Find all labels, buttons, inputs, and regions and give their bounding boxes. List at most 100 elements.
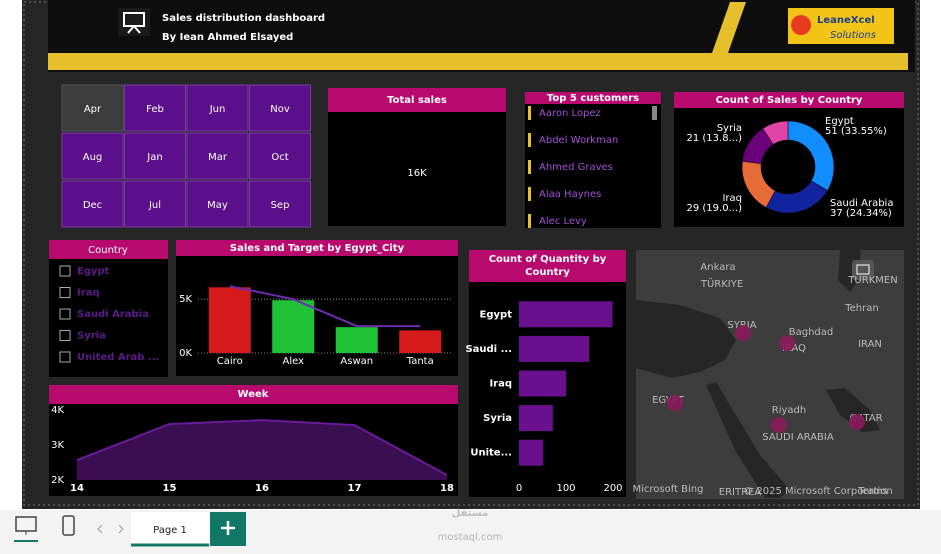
y-tick-label: 5K — [179, 294, 192, 305]
x-tick-label: 18 — [440, 483, 454, 494]
donut-value-label: 51 (33.55%) — [825, 126, 887, 137]
month-label: Oct — [271, 152, 288, 163]
donut-category: Syria — [717, 123, 742, 134]
hbar-header — [469, 250, 626, 282]
month-label: Nov — [270, 104, 290, 115]
customer-marker — [528, 214, 531, 228]
donut-value-label: 29 (19.0...) — [686, 203, 742, 214]
bar — [519, 301, 613, 328]
map-label: IRAQ — [782, 343, 806, 354]
customer-name[interactable]: Ahmed Graves — [539, 162, 613, 173]
month-button[interactable] — [61, 84, 124, 132]
map-water — [706, 382, 790, 498]
month-button[interactable] — [61, 132, 124, 180]
bar — [399, 330, 442, 353]
header-title: Sales distribution dashboard — [162, 13, 325, 24]
page-tab[interactable] — [131, 512, 209, 546]
donut-category: Iraq — [722, 193, 742, 204]
y-tick-label: Egypt — [480, 309, 513, 320]
x-tick-label: Cairo — [217, 356, 243, 367]
map-water — [826, 388, 880, 432]
next-page[interactable] — [118, 524, 124, 534]
map-label: Terms — [857, 486, 887, 497]
bar — [335, 327, 378, 353]
donut-category: Egypt — [825, 116, 854, 127]
slicer-title: Country — [88, 245, 128, 256]
donut-category: Saudi Arabia — [830, 198, 893, 209]
month-button[interactable] — [124, 180, 186, 228]
x-tick-label: 200 — [603, 483, 622, 494]
customer-name[interactable]: Alec Levy — [539, 216, 587, 227]
y-tick-label: Iraq — [489, 379, 512, 390]
map-label: QATAR — [849, 413, 882, 424]
customer-name[interactable]: Aaron Lopez — [539, 108, 601, 119]
month-button[interactable] — [249, 180, 311, 228]
customer-marker — [528, 106, 531, 120]
customers-header — [525, 92, 661, 104]
slicer-header — [49, 240, 168, 259]
map-bubble — [667, 395, 683, 411]
checkbox[interactable] — [59, 287, 71, 298]
bar — [272, 300, 315, 353]
y-tick-label: Syria — [483, 413, 512, 424]
prev-page[interactable] — [97, 524, 103, 534]
map-bubble — [779, 335, 795, 351]
month-button[interactable] — [186, 132, 249, 180]
customer-name[interactable]: Abdel Workman — [539, 135, 618, 146]
combo-header — [176, 240, 458, 256]
header-icon-leg — [127, 25, 135, 34]
month-label: Aug — [83, 152, 103, 163]
bar — [519, 335, 590, 362]
month-label: Sep — [271, 200, 290, 211]
country-option[interactable]: Syria — [77, 331, 106, 342]
y-tick-label: Saudi ... — [465, 344, 512, 355]
mobile-view-icon[interactable] — [62, 515, 75, 536]
month-button[interactable] — [124, 84, 186, 132]
month-button[interactable] — [61, 180, 124, 228]
country-option[interactable]: United Arab ... — [77, 352, 159, 363]
watermark-arabic: مستقل — [452, 508, 489, 519]
map-label: ERITREA — [719, 487, 762, 498]
customers-title: Top 5 customers — [547, 93, 639, 104]
month-button[interactable] — [249, 132, 311, 180]
header-band — [48, 53, 908, 70]
map-label: TURKMEN — [847, 275, 897, 286]
map-label: IRAN — [858, 339, 882, 350]
slicer-body — [49, 259, 168, 377]
logo-subtext: Solutions — [830, 30, 876, 41]
x-tick-label: 0 — [516, 483, 522, 494]
bar — [208, 287, 251, 353]
page-tab-label[interactable]: Page 1 — [153, 525, 187, 536]
x-tick-label: 100 — [556, 483, 575, 494]
card-body — [328, 112, 506, 226]
month-button[interactable] — [186, 84, 249, 132]
month-button[interactable] — [124, 132, 186, 180]
checkbox[interactable] — [59, 265, 71, 277]
y-tick-label: 4K — [51, 405, 64, 416]
watermark-latin: mostaql.com — [438, 532, 503, 543]
header-subtitle: By Iean Ahmed Elsayed — [162, 32, 293, 43]
country-option[interactable]: Egypt — [77, 266, 110, 277]
map-label: Ankara — [700, 262, 735, 273]
checkbox[interactable] — [59, 351, 71, 363]
map-bubble — [771, 417, 787, 433]
month-label: Jan — [146, 152, 162, 163]
customer-name[interactable]: Alaa Haynes — [539, 189, 601, 200]
logo-text: LeaneXcel — [817, 15, 875, 26]
checkbox[interactable] — [59, 330, 71, 341]
customer-marker — [528, 160, 531, 174]
checkbox[interactable] — [59, 308, 71, 320]
x-tick-label: 17 — [348, 483, 362, 494]
month-button[interactable] — [249, 84, 311, 132]
map-bubble — [735, 325, 751, 341]
x-tick-label: 16 — [255, 483, 269, 494]
month-button[interactable] — [186, 180, 249, 228]
map-label: © 2025 Microsoft Corporation — [743, 486, 893, 497]
hbar-title: Count of Quantity by Country — [488, 254, 607, 278]
map-bubble — [849, 414, 865, 430]
scrollbar[interactable] — [652, 106, 657, 120]
country-option[interactable]: Iraq — [77, 288, 100, 299]
card-value: 16K — [407, 168, 427, 179]
x-tick-label: Tanta — [406, 356, 434, 367]
country-option[interactable]: Saudi Arabia — [77, 309, 149, 320]
